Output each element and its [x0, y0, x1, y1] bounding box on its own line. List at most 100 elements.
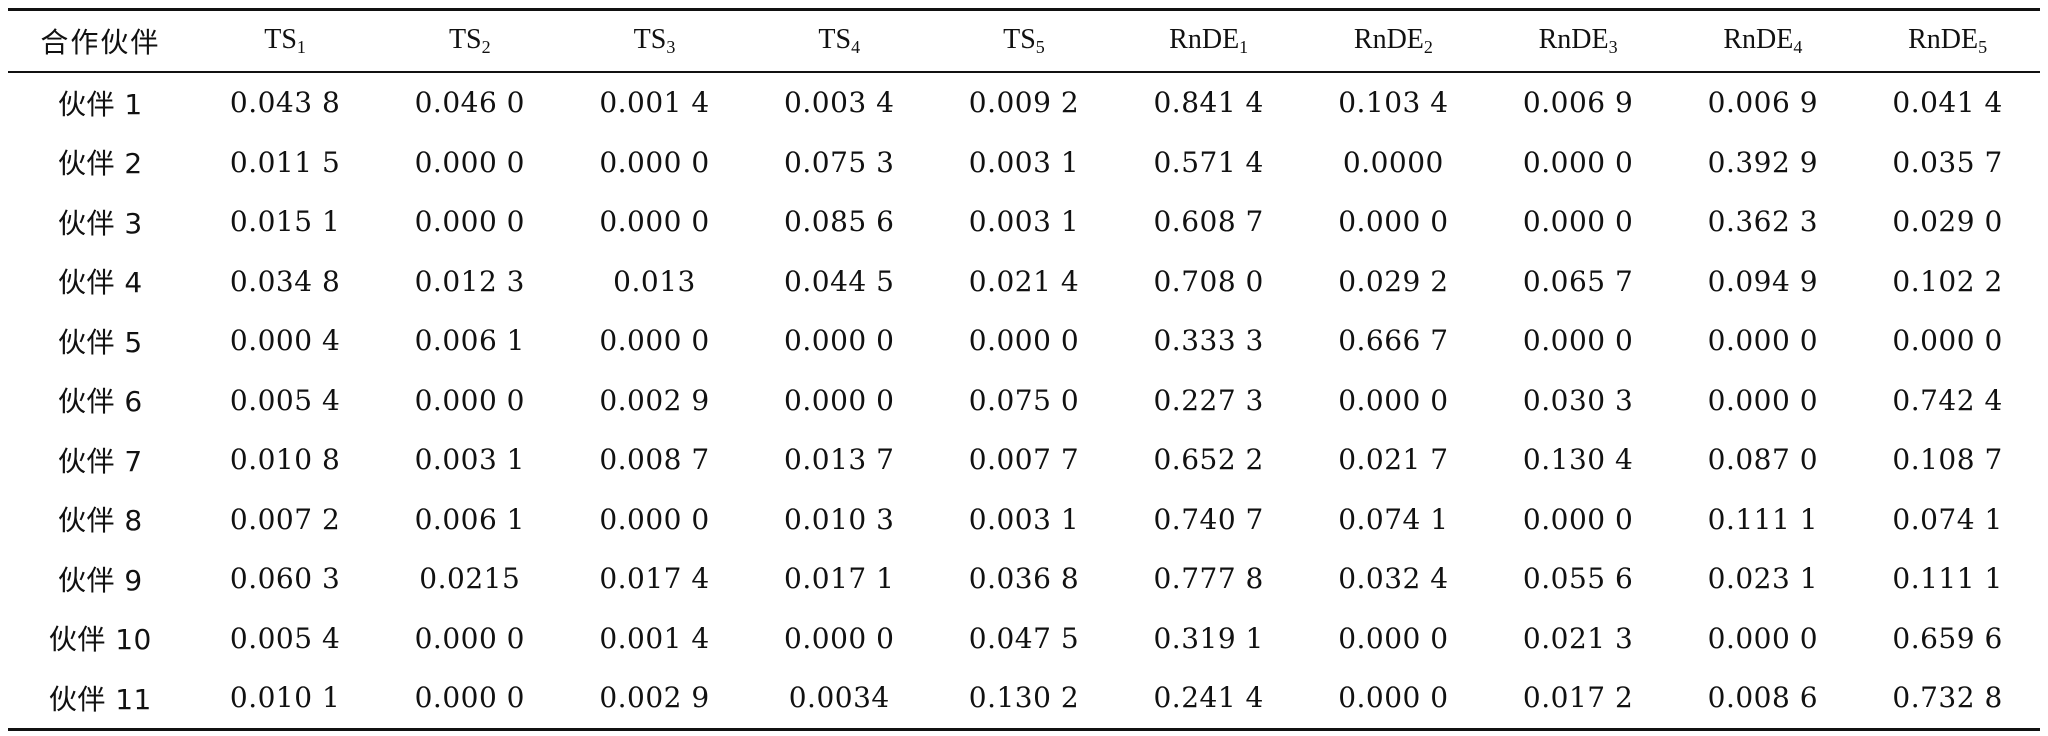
value-cell: 0.003 1: [968, 205, 1080, 239]
value-cell: 0.011 5: [229, 145, 341, 179]
value-cell: 0.000 0: [784, 383, 895, 417]
value-cell: 0.000 0: [1522, 205, 1634, 239]
value-cell: 0.000 0: [1707, 621, 1819, 655]
header-subscript: 2: [1423, 37, 1433, 57]
value-cell: 0.021 7: [1338, 443, 1449, 477]
value-cell: 0.652 2: [1153, 443, 1264, 477]
value-cell: 0.708 0: [1153, 264, 1264, 298]
value-cell: 0.0034: [788, 681, 890, 715]
value-cell: 0.608 7: [1153, 205, 1264, 239]
value-cell: 0.055 6: [1522, 562, 1634, 596]
partner-name-cell: 伙伴 3: [58, 206, 143, 240]
partner-name-cell: 伙伴 4: [58, 266, 143, 300]
value-cell: 0.659 6: [1892, 621, 2003, 655]
table-row: 伙伴 9 0.060 3 0.0215 0.017 4 0.017 1 0.036 8 0.…: [8, 549, 2040, 609]
value-cell: 0.013 7: [784, 443, 895, 477]
value-cell: 0.074 1: [1892, 502, 2003, 536]
value-cell: 0.740 7: [1153, 502, 1264, 536]
header-rnde3: RnDE3: [1486, 10, 1671, 73]
table-row: 伙伴 10 0.005 4 0.000 0 0.001 4 0.000 0 0.047 5…: [8, 609, 2040, 669]
value-cell: 0.010 3: [784, 502, 895, 536]
value-cell: 0.000 0: [968, 324, 1080, 358]
value-cell: 0.392 9: [1707, 145, 1819, 179]
header-rnde5: RnDE5: [1855, 10, 2040, 73]
value-cell: 0.087 0: [1707, 443, 1819, 477]
header-label: TS: [633, 24, 667, 55]
value-cell: 0.003 1: [968, 502, 1080, 536]
partner-name-cell: 伙伴 7: [58, 444, 143, 478]
table-body: 伙伴 1 0.043 8 0.046 0 0.001 4 0.003 4 0.009 2 0…: [8, 72, 2040, 729]
value-cell: 0.085 6: [784, 205, 895, 239]
header-subscript: 3: [666, 37, 676, 57]
value-cell: 0.002 9: [599, 681, 710, 715]
value-cell: 0.043 8: [229, 86, 341, 120]
partner-name-cell: 伙伴 5: [58, 325, 143, 359]
value-cell: 0.000 0: [784, 324, 895, 358]
value-cell: 0.002 9: [599, 383, 710, 417]
table-row: 伙伴 11 0.010 1 0.000 0 0.002 9 0.0034 0.130 2 0…: [8, 668, 2040, 729]
value-cell: 0.000 4: [229, 324, 341, 358]
value-cell: 0.015 1: [229, 205, 341, 239]
value-cell: 0.000 0: [1707, 383, 1819, 417]
header-partner: 合作伙伴: [8, 10, 193, 73]
value-cell: 0.000 0: [414, 681, 525, 715]
header-label: TS: [1003, 24, 1036, 55]
partner-name-cell: 伙伴 2: [58, 147, 143, 181]
value-cell: 0.041 4: [1892, 86, 2003, 120]
value-cell: 0.006 1: [414, 502, 525, 536]
value-cell: 0.036 8: [968, 562, 1080, 596]
value-cell: 0.005 4: [229, 621, 341, 655]
value-cell: 0.010 1: [229, 681, 341, 715]
table-row: 伙伴 4 0.034 8 0.012 3 0.013 0.044 5 0.021 4 0.7…: [8, 252, 2040, 312]
header-ts2: TS2: [377, 10, 562, 73]
value-cell: 0.060 3: [229, 562, 341, 596]
value-cell: 0.000 0: [599, 145, 710, 179]
value-cell: 0.000 0: [599, 502, 710, 536]
table-row: 伙伴 6 0.005 4 0.000 0 0.002 9 0.000 0 0.075 0 0…: [8, 371, 2040, 431]
value-cell: 0.017 4: [599, 562, 710, 596]
partner-name-cell: 伙伴 6: [58, 385, 143, 419]
value-cell: 0.012 3: [414, 264, 525, 298]
value-cell: 0.102 2: [1892, 264, 2003, 298]
header-label: TS: [448, 24, 482, 55]
value-cell: 0.017 1: [784, 562, 895, 596]
header-ts5: TS5: [932, 10, 1117, 73]
value-cell: 0.111 1: [1707, 502, 1819, 536]
value-cell: 0.000 0: [414, 621, 525, 655]
value-cell: 0.021 3: [1522, 621, 1634, 655]
value-cell: 0.666 7: [1338, 324, 1449, 358]
header-subscript: 4: [851, 37, 861, 57]
table-row: 伙伴 5 0.000 4 0.006 1 0.000 0 0.000 0 0.000 0 0…: [8, 311, 2040, 371]
partner-name-cell: 伙伴 10: [48, 623, 152, 657]
header-subscript: 3: [1608, 37, 1618, 57]
table-row: 伙伴 1 0.043 8 0.046 0 0.001 4 0.003 4 0.009 2 0…: [8, 72, 2040, 133]
value-cell: 0.001 4: [599, 621, 710, 655]
value-cell: 0.130 2: [968, 681, 1080, 715]
value-cell: 0.006 1: [414, 324, 525, 358]
value-cell: 0.013: [613, 264, 696, 298]
value-cell: 0.044 5: [784, 264, 895, 298]
value-cell: 0.075 0: [968, 383, 1080, 417]
value-cell: 0.009 2: [968, 86, 1080, 120]
header-ts3: TS3: [562, 10, 747, 73]
value-cell: 0.000 0: [1522, 502, 1634, 536]
partner-name-cell: 伙伴 9: [58, 563, 143, 597]
header-rnde2: RnDE2: [1301, 10, 1486, 73]
header-label: TS: [264, 24, 297, 55]
value-cell: 0.005 4: [229, 383, 341, 417]
value-cell: 0.001 4: [599, 86, 710, 120]
value-cell: 0.333 3: [1153, 324, 1264, 358]
value-cell: 0.006 9: [1522, 86, 1634, 120]
data-table-container: 合作伙伴 TS1 TS2 TS3 TS4 TS5 RnDE1 RnDE2 RnDE3 RnDE4 R…: [8, 8, 2040, 731]
value-cell: 0.777 8: [1153, 562, 1264, 596]
value-cell: 0.000 0: [1338, 205, 1449, 239]
header-rnde1: RnDE1: [1116, 10, 1301, 73]
value-cell: 0.021 4: [968, 264, 1080, 298]
header-subscript: 1: [1239, 37, 1249, 57]
value-cell: 0.030 3: [1522, 383, 1634, 417]
table-row: 伙伴 2 0.011 5 0.000 0 0.000 0 0.075 3 0.003 1 0…: [8, 133, 2040, 193]
header-subscript: 1: [296, 37, 306, 57]
value-cell: 0.000 0: [1338, 681, 1449, 715]
header-label: RnDE: [1908, 24, 1979, 55]
header-label: RnDE: [1353, 24, 1424, 55]
